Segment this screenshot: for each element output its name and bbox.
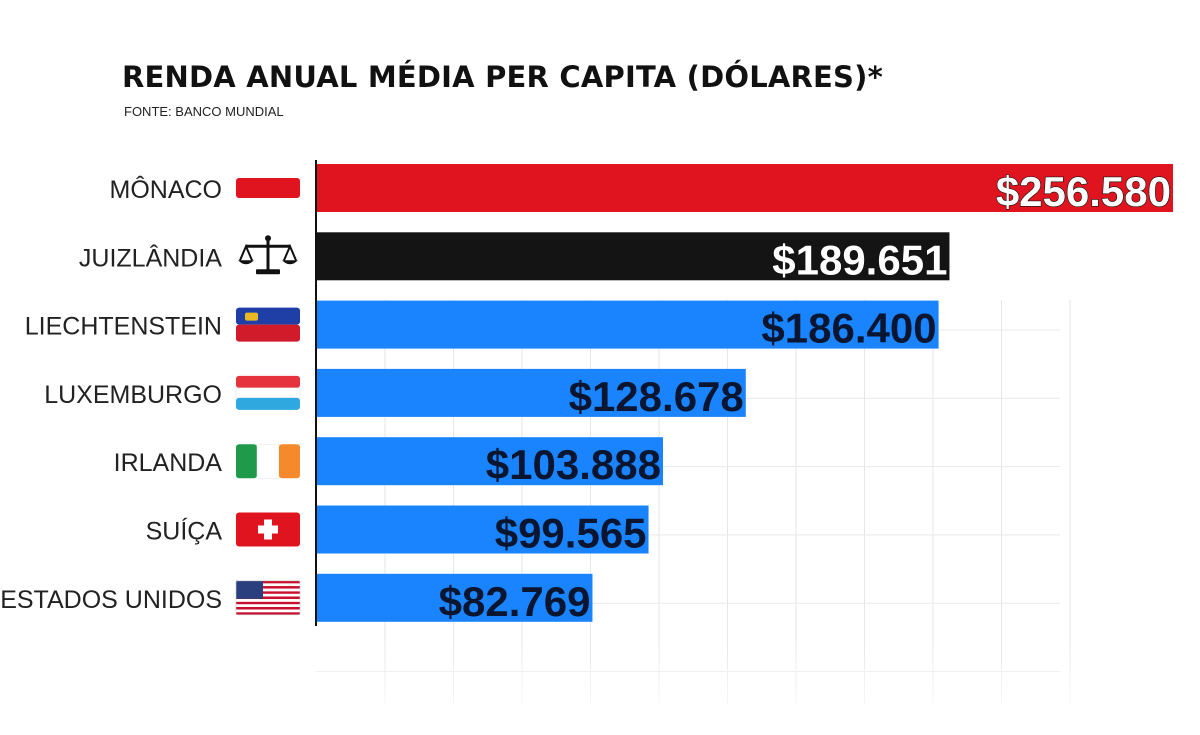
category-label: LIECHTENSTEIN — [25, 313, 222, 341]
value-label: $82.769 — [439, 578, 591, 625]
value-label: $128.678 — [569, 373, 744, 420]
category-label: ESTADOS UNIDOS — [0, 586, 222, 614]
value-label: $103.888 — [486, 441, 661, 488]
usa-flag-icon — [235, 580, 301, 616]
chart-source: FONTE: BANCO MUNDIAL — [124, 104, 284, 119]
scales-of-justice-icon — [238, 235, 298, 275]
bar — [316, 232, 950, 281]
chart-title: RENDA ANUAL MÉDIA PER CAPITA (DÓLARES)* — [122, 60, 883, 94]
switzerland-flag-icon — [236, 512, 300, 547]
value-label: $186.400 — [761, 305, 936, 352]
bar — [316, 368, 746, 417]
value-label: $256.580 — [996, 168, 1171, 215]
category-label: IRLANDA — [114, 449, 223, 477]
luxembourg-flag-icon — [235, 375, 301, 410]
bar — [316, 437, 663, 486]
bar — [316, 505, 649, 554]
bar — [316, 573, 593, 622]
value-label: $99.565 — [495, 510, 647, 557]
liechtenstein-flag-icon — [236, 307, 300, 342]
value-label: $189.651 — [772, 236, 947, 283]
category-label: MÔNACO — [110, 175, 223, 204]
bar — [316, 300, 939, 349]
category-label: LUXEMBURGO — [44, 381, 222, 409]
bar — [316, 164, 1173, 212]
category-label: JUIZLÂNDIA — [79, 243, 222, 272]
ireland-flag-icon — [236, 443, 300, 479]
monaco-flag-icon — [236, 178, 300, 198]
category-label: SUÍÇA — [146, 517, 223, 546]
